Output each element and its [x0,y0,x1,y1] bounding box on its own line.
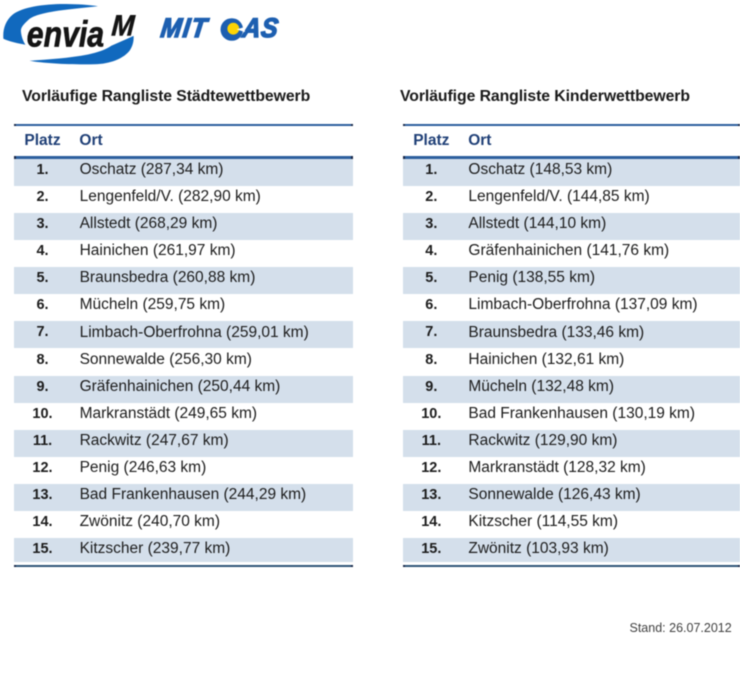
svg-text:AS: AS [240,12,281,43]
svg-text:MIT: MIT [159,12,211,43]
svg-text:envia: envia [27,15,104,55]
svg-text:M: M [111,10,137,43]
